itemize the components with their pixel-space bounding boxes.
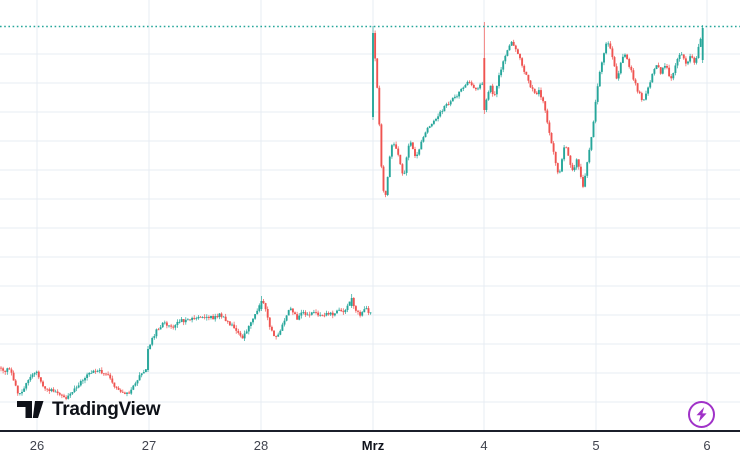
time-axis-label-mrz: Mrz bbox=[361, 437, 385, 453]
time-axis-label-5: 5 bbox=[592, 437, 600, 453]
time-axis-label-26: 26 bbox=[29, 437, 45, 453]
time-axis-label-28: 28 bbox=[253, 437, 269, 453]
tradingview-logo-icon bbox=[17, 400, 44, 418]
time-axis-label-27: 27 bbox=[141, 437, 157, 453]
lightning-bolt-icon bbox=[696, 407, 707, 422]
grid-lines bbox=[0, 0, 740, 431]
tradingview-watermark[interactable]: TradingView bbox=[17, 397, 161, 421]
lightning-action-button[interactable] bbox=[688, 401, 715, 428]
candlestick-chart[interactable] bbox=[0, 0, 740, 431]
candles bbox=[0, 22, 704, 401]
time-axis-label-6: 6 bbox=[703, 437, 711, 453]
time-axis-label-4: 4 bbox=[480, 437, 488, 453]
tradingview-brand-text: TradingView bbox=[52, 398, 161, 420]
time-axis[interactable]: 26 27 28 Mrz 4 5 6 bbox=[0, 430, 740, 459]
